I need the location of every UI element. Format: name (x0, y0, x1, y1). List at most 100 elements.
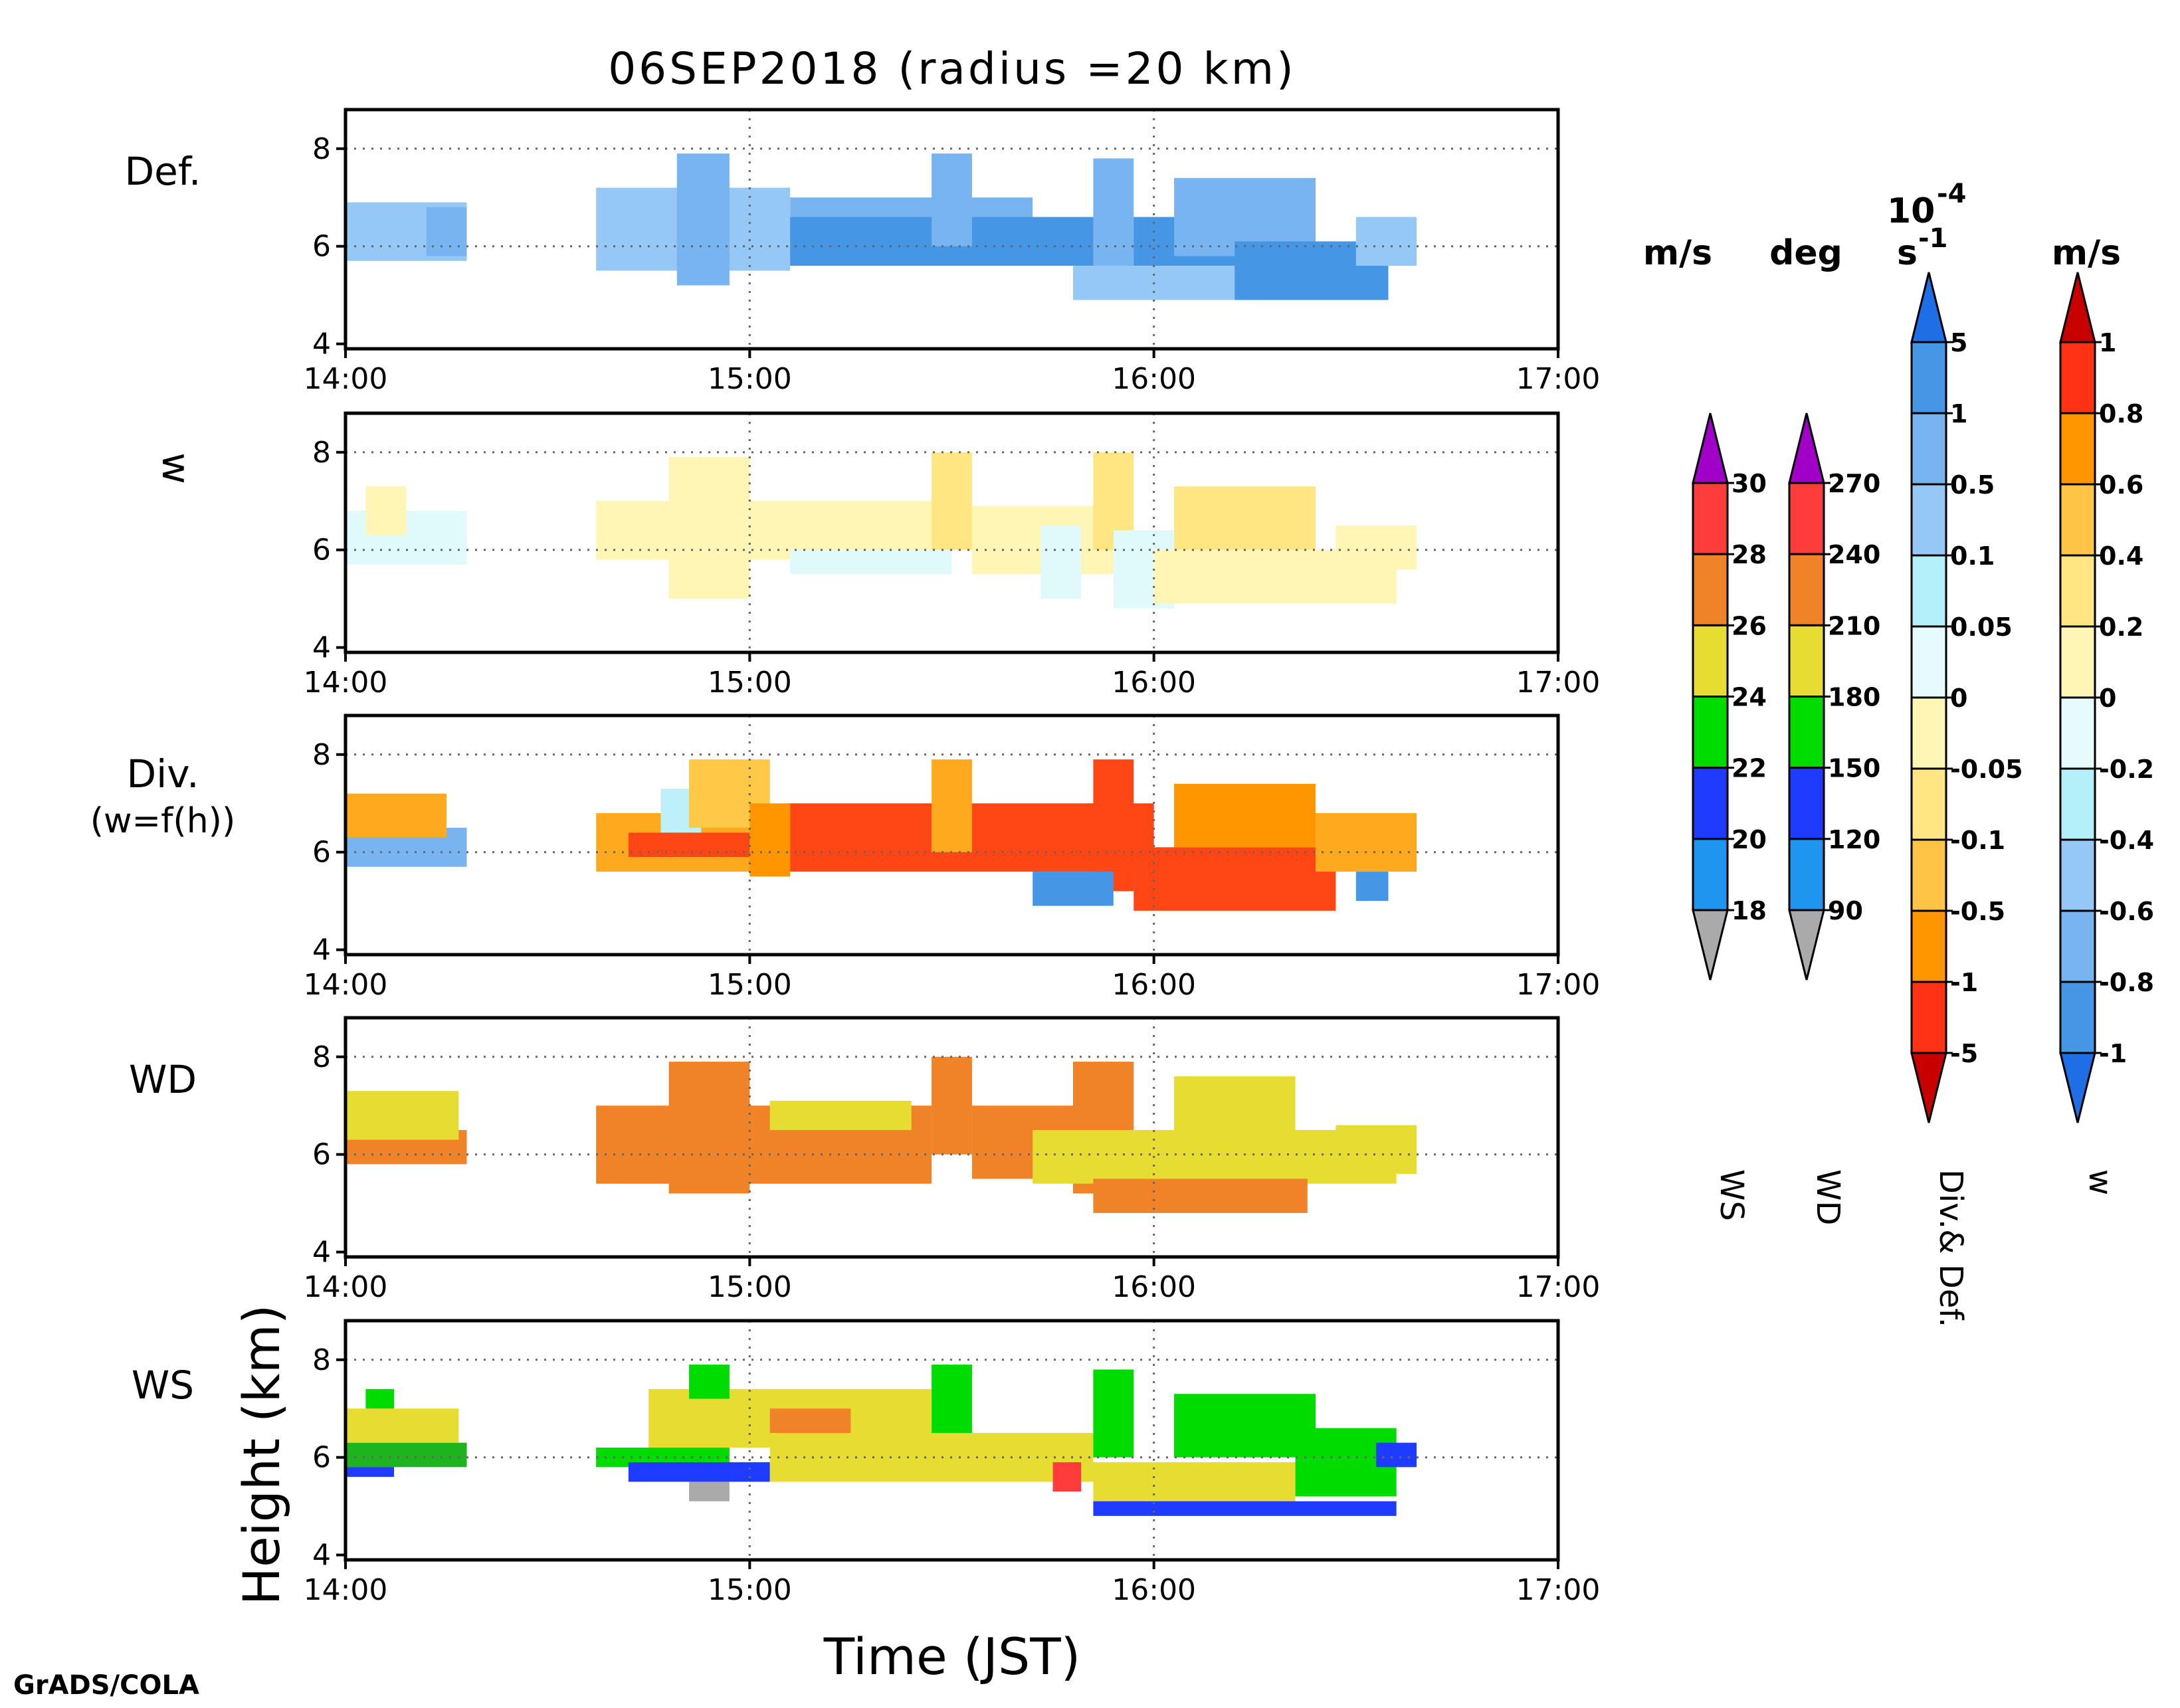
colorbar-top-arrow (1910, 272, 1947, 343)
colorbar-label: 0.8 (2099, 399, 2143, 428)
colorbar-swatch (1910, 554, 1947, 628)
colorbar-swatch (1910, 696, 1947, 770)
colorbar-unit: s (1897, 233, 1918, 273)
colorbar-top-arrow (1788, 413, 1825, 484)
data-cell (668, 457, 750, 599)
plot-frame (344, 411, 1560, 654)
x-tick-label: 17:00 (1516, 362, 1601, 396)
colorbar-swatch (2059, 696, 2096, 770)
x-tick-label: 15:00 (708, 362, 792, 396)
data-cell (932, 1365, 972, 1433)
panel-label: WS (132, 1363, 194, 1408)
panels: 4 6 8 14:00 15:00 16:00 17:00 Def. 4 6 8 14:00 15:00… (90, 108, 1601, 1607)
y-axis-label: Height (km) (232, 1305, 291, 1606)
data-cell (689, 1365, 730, 1399)
data-cell (346, 1467, 394, 1477)
colorbar-label: 0 (1950, 684, 1967, 713)
colorbar-swatch (1910, 767, 1947, 841)
data-cell (1355, 217, 1417, 266)
data-cell (426, 207, 467, 256)
colorbar-bottom-arrow (1788, 909, 1825, 981)
data-cell (346, 793, 447, 838)
data-cell (1174, 1076, 1296, 1140)
colorbar-unit: m/s (2052, 233, 2121, 273)
y-tick-label: 4 (312, 933, 331, 967)
colorbar-label: 240 (1828, 540, 1880, 569)
data-cell (769, 1432, 1094, 1482)
colorbar-swatch (2059, 412, 2096, 486)
y-tick-label: 8 (312, 436, 331, 470)
panel-div: 4 6 8 14:00 15:00 16:00 17:00 Div.(w=f(h)) (90, 713, 1600, 1002)
x-tick-label: 14:00 (304, 968, 388, 1002)
data-cell (1093, 1462, 1296, 1507)
x-tick-label: 16:00 (1112, 1573, 1196, 1607)
data-cell (1134, 847, 1336, 911)
colorbar-label: 26 (1732, 611, 1767, 640)
x-tick-label: 14:00 (304, 362, 388, 396)
panel-w: 4 6 8 14:00 15:00 16:00 17:00 w (153, 411, 1600, 700)
y-tick-label: 6 (312, 533, 331, 567)
colorbar-label: -0.2 (2099, 755, 2154, 784)
colorbar-label: -0.6 (2099, 897, 2154, 926)
data-cell (628, 1462, 770, 1482)
data-cell (769, 1100, 912, 1130)
data-cell (1376, 1442, 1417, 1468)
colorbar-label: -0.4 (2099, 826, 2154, 855)
data-cell (365, 1388, 394, 1409)
colorbar-unit-scale: 10 (1887, 191, 1935, 231)
y-tick-label: 4 (312, 1236, 331, 1270)
colorbar-unit: m/s (1643, 233, 1712, 273)
colorbar-label: -0.1 (1950, 826, 2005, 855)
y-tick-label: 6 (312, 230, 331, 264)
colorbar-swatch (1692, 767, 1729, 840)
colorbar-0: 18 20 22 24 26 28 30 m/s WS (1643, 233, 1767, 1221)
data-cell (1174, 783, 1316, 848)
colorbar-label: 0.4 (2099, 541, 2143, 571)
colorbar-swatch (2059, 981, 2096, 1054)
data-cell (346, 1442, 467, 1468)
colorbar-label: 24 (1732, 683, 1767, 712)
x-tick-label: 14:00 (304, 666, 388, 700)
x-tick-label: 15:00 (708, 1573, 792, 1607)
data-cell (1336, 1125, 1417, 1175)
x-tick-label: 15:00 (708, 1270, 792, 1304)
colorbar-label: 22 (1732, 754, 1767, 783)
panel-ws: 4 6 8 14:00 15:00 16:00 17:00 WS (132, 1319, 1600, 1607)
plot-frame (344, 713, 1560, 957)
data-cell (790, 549, 952, 575)
colorbar-swatch (1910, 838, 1947, 912)
colorbar-unit-exponent: -1 (1918, 223, 1947, 254)
data-cell (676, 153, 730, 286)
credit-label: GrADS/COLA (13, 1670, 199, 1701)
colorbar-label: 28 (1732, 540, 1767, 569)
panel-label: Div. (126, 751, 199, 797)
data-cell (365, 486, 407, 535)
y-tick-label: 6 (312, 1441, 331, 1475)
x-tick-label: 14:00 (304, 1270, 388, 1304)
colorbar-label: 0.2 (2099, 613, 2143, 642)
colorbar-label: -0.05 (1950, 755, 2023, 784)
colorbar-unit-exponent: -4 (1937, 179, 1966, 209)
colorbar-swatch (2059, 483, 2096, 557)
x-tick-label: 15:00 (708, 666, 792, 700)
colorbar-swatch (2059, 838, 2096, 912)
colorbar-swatch (1692, 482, 1729, 555)
y-tick-label: 6 (312, 836, 331, 870)
data-cell (1336, 525, 1417, 570)
data-cell (346, 1408, 459, 1443)
colorbar-swatch (1692, 624, 1729, 698)
y-tick-label: 8 (312, 132, 331, 166)
data-cell (1052, 1462, 1082, 1492)
data-cell (346, 1091, 459, 1140)
x-tick-label: 16:00 (1112, 968, 1196, 1002)
data-cell (1316, 812, 1417, 872)
colorbar-swatch (1692, 553, 1729, 626)
colorbar-swatch (1692, 838, 1729, 911)
colorbar-swatch (1692, 696, 1729, 769)
data-cell (1174, 486, 1316, 550)
colorbar-swatch (1910, 483, 1947, 557)
data-cell (668, 1062, 750, 1194)
colorbar-name: w (2082, 1169, 2119, 1195)
colorbar-name: WS (1713, 1169, 1750, 1221)
